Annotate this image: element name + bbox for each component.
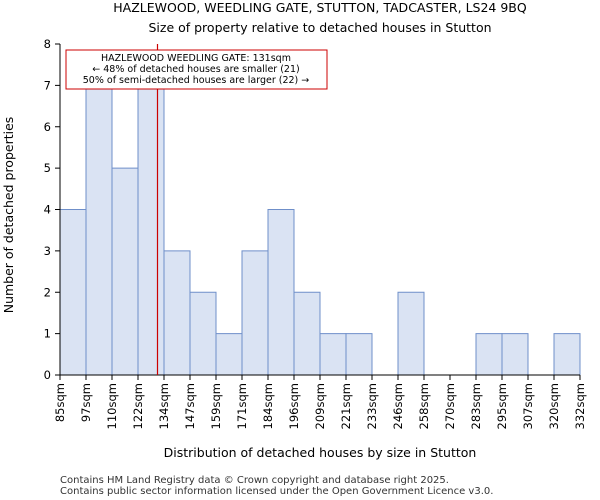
x-tick-label: 246sqm <box>391 383 405 429</box>
annotation-line-3: 50% of semi-detached houses are larger (… <box>83 75 310 86</box>
bar-85sqm <box>59 209 87 376</box>
footer-line-1: Contains HM Land Registry data © Crown c… <box>60 475 449 486</box>
annotation-line-2: ← 48% of detached houses are smaller (21… <box>92 64 299 75</box>
y-tick-label: 0 <box>44 368 51 382</box>
bar-159sqm <box>215 333 243 376</box>
bar-134sqm <box>163 250 191 376</box>
x-tick-label: 221sqm <box>339 383 353 429</box>
bar-171sqm <box>241 250 269 376</box>
y-axis-label: Number of detached properties <box>1 117 16 314</box>
x-tick-label: 122sqm <box>131 383 145 429</box>
bars-group <box>59 84 581 376</box>
bar-246sqm <box>397 291 425 376</box>
y-tick-label: 3 <box>44 244 51 258</box>
bar-110sqm <box>111 167 139 376</box>
bar-209sqm <box>319 333 347 376</box>
y-tick-label: 4 <box>44 203 51 217</box>
x-tick-label: 320sqm <box>547 383 561 429</box>
annotation-box: HAZLEWOOD WEEDLING GATE: 131sqm ← 48% of… <box>65 49 328 90</box>
x-tick-label: 295sqm <box>495 383 509 429</box>
x-tick-label: 184sqm <box>261 383 275 429</box>
bar-147sqm <box>189 291 217 376</box>
x-tick-label: 171sqm <box>235 383 249 429</box>
y-tick-label: 1 <box>44 327 51 341</box>
chart-subtitle: Size of property relative to detached ho… <box>148 20 491 35</box>
x-tick-label: 110sqm <box>105 383 119 429</box>
x-tick-label: 307sqm <box>521 383 535 429</box>
bar-122sqm <box>137 84 165 376</box>
y-axis-ticks: 0 1 2 3 4 5 6 7 8 <box>44 37 60 382</box>
x-axis-ticks: 85sqm 97sqm 110sqm 122sqm 134sqm 147sqm 159sqm… <box>53 375 587 429</box>
y-tick-label: 2 <box>44 285 51 299</box>
annotation-border <box>65 49 328 90</box>
bar-221sqm <box>345 333 373 376</box>
y-tick-label: 7 <box>44 78 51 92</box>
x-tick-label: 134sqm <box>157 383 171 429</box>
y-tick-label: 6 <box>44 120 51 134</box>
x-tick-label: 97sqm <box>79 383 93 422</box>
x-tick-label: 209sqm <box>313 383 327 429</box>
bar-320sqm <box>553 333 581 376</box>
x-tick-label: 147sqm <box>183 383 197 429</box>
x-tick-label: 270sqm <box>443 383 457 429</box>
y-tick-label: 8 <box>44 37 51 51</box>
annotation-line-1: HAZLEWOOD WEEDLING GATE: 131sqm <box>101 53 291 64</box>
x-tick-label: 85sqm <box>53 383 67 422</box>
footer-line-2: Contains public sector information licen… <box>60 486 493 497</box>
x-axis-label: Distribution of detached houses by size … <box>164 445 477 460</box>
bar-196sqm <box>293 291 321 376</box>
bar-97sqm <box>85 84 113 376</box>
y-tick-label: 5 <box>44 161 51 175</box>
x-tick-label: 233sqm <box>365 383 379 429</box>
bar-283sqm <box>475 333 503 376</box>
chart-title: HAZLEWOOD, WEEDLING GATE, STUTTON, TADCA… <box>113 0 527 15</box>
x-tick-label: 196sqm <box>287 383 301 429</box>
x-tick-label: 283sqm <box>469 383 483 429</box>
x-tick-label: 159sqm <box>209 383 223 429</box>
bar-295sqm <box>501 333 529 376</box>
x-tick-label: 258sqm <box>417 383 431 429</box>
x-tick-label: 332sqm <box>573 383 587 429</box>
bar-184sqm <box>267 209 295 376</box>
